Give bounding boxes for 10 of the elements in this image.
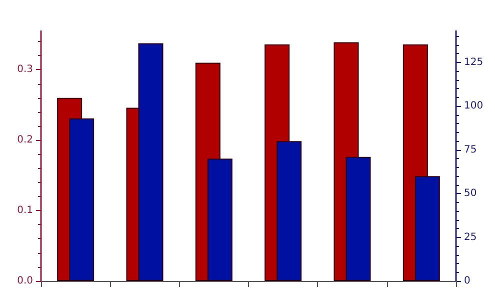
y2-tick-label: 0 [464,276,470,286]
y2-tick-label: 75 [464,144,477,156]
y-tick-label: 0.0 [17,276,33,286]
y-tick-label: 0.1 [17,205,33,216]
y-tick-label: 0.2 [17,134,33,146]
y2-tick-label: 100 [464,100,484,112]
y2-tick-label: 125 [464,56,484,68]
y2-tick-label: 25 [464,232,477,243]
y-tick-label: 0.3 [17,64,33,76]
y2-tick-label: 50 [464,188,477,200]
